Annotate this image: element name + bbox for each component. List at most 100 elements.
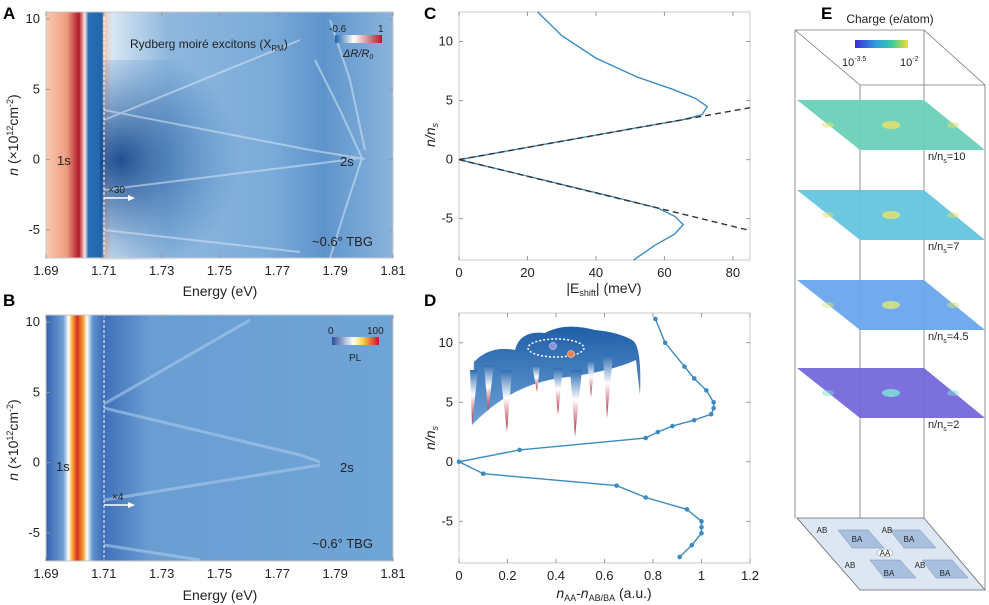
y-tick-label: 10 xyxy=(26,314,40,329)
x-tick-label: 80 xyxy=(726,265,740,280)
y-tick-label: -5 xyxy=(28,525,40,540)
panel-label-a: A xyxy=(3,4,15,23)
x-tick-label: 1.73 xyxy=(149,566,174,581)
x-tick-label: 1.71 xyxy=(91,263,116,278)
panel-b: B 0 100 PL 1s 2s ×4 ~0.6° TBG 1.69 1.71 1.… xyxy=(3,291,406,603)
layer-label-pre: n/n xyxy=(928,241,943,253)
pl-heatmap xyxy=(46,315,393,561)
data-point xyxy=(711,405,716,411)
layer-label-sub: s xyxy=(943,426,947,433)
x-axis-label-c: |Eshift| (meV) xyxy=(566,280,641,298)
charge-hotspot xyxy=(882,389,900,397)
charge-layer: n/ns=4.5 xyxy=(797,280,985,345)
y-axis-label-c: n/ns xyxy=(422,123,440,147)
x-tick-label: 1.75 xyxy=(207,566,232,581)
panel-e-title: Charge (e/atom) xyxy=(846,12,933,26)
x-axis-label-d: nAA-nAB/BA (a.u.) xyxy=(556,585,651,603)
data-point xyxy=(655,429,661,435)
x-tick-label: 1.81 xyxy=(380,566,405,581)
y-tick-label: 5 xyxy=(33,81,40,96)
panel-c: C 0 20 40 60 80 10 5 0 -5 |Eshift| (meV) n/ns xyxy=(422,4,751,298)
layer-label-pre: n/n xyxy=(928,151,943,163)
x-tick-label: 1.79 xyxy=(323,566,348,581)
arrow-head-icon-b xyxy=(128,502,135,508)
charge-hotspot xyxy=(947,390,959,396)
y-tick-label: -5 xyxy=(441,211,453,226)
data-point xyxy=(662,340,668,346)
y-axis-label-d: n/ns xyxy=(422,426,440,450)
layer-label-val: =10 xyxy=(947,151,966,163)
panel-label-b: B xyxy=(3,291,15,310)
panel-label-d: D xyxy=(424,291,436,310)
charge-hotspot xyxy=(822,122,834,128)
layer-label-val: =4.5 xyxy=(947,331,969,343)
y-tick-label: 0 xyxy=(33,152,40,167)
layer-label-pre: n/n xyxy=(928,419,943,431)
layer-label: n/ns=4.5 xyxy=(928,331,969,345)
data-point xyxy=(699,524,704,530)
y-axis-label-b: n (×1012cm-2) xyxy=(5,399,21,480)
x-tick-label: 1 xyxy=(698,568,705,583)
colorbar-e-min: 10-3.5 xyxy=(842,56,866,69)
x-tick-label: 1.77 xyxy=(265,566,290,581)
label-1s: 1s xyxy=(57,153,71,168)
layer-label: n/ns=7 xyxy=(928,241,959,255)
colorbar-e xyxy=(855,40,908,48)
data-point xyxy=(517,447,522,453)
sample-label-b: ~0.6° TBG xyxy=(312,536,373,551)
charge-layer: n/ns=2 xyxy=(797,368,985,433)
scale-note-b: ×4 xyxy=(112,492,124,503)
sample-label: ~0.6° TBG xyxy=(312,234,373,249)
x-tick-label: 1.75 xyxy=(207,263,232,278)
stacking-region-label: AB xyxy=(915,561,926,570)
stacking-region-label: BA xyxy=(904,535,915,544)
layer-label: n/ns=2 xyxy=(928,419,959,433)
y-tick-label: 5 xyxy=(33,384,40,399)
data-point xyxy=(456,459,462,465)
data-point xyxy=(704,388,709,393)
colorbar-b xyxy=(332,337,379,345)
layer-label: n/ns=10 xyxy=(928,151,965,165)
colorbar-a-max: 1 xyxy=(378,24,384,35)
x-tick-label: 20 xyxy=(520,265,534,280)
data-point xyxy=(699,530,704,536)
charge-hotspot xyxy=(822,212,834,218)
stacking-region-label: AB xyxy=(882,526,893,535)
x-axis-label-a: Energy (eV) xyxy=(183,283,258,299)
data-line xyxy=(458,11,709,261)
y-tick-label: -5 xyxy=(441,513,453,528)
x-tick-label: 1.69 xyxy=(33,566,58,581)
x-tick-label: 1.79 xyxy=(323,263,348,278)
plot-frame xyxy=(458,11,751,261)
colorbar-a-label: ΔR/R0 xyxy=(342,48,373,61)
data-point xyxy=(682,364,687,369)
y-axis-label-a: n (×1012cm-2) xyxy=(5,94,21,175)
x-tick-label: 1.71 xyxy=(91,566,116,581)
panel-d: D 0 0.2 0.4 0.6 0.8 1 1.2 10 5 0 -5 nAA-nAB/BA (a.… xyxy=(422,291,759,603)
layer-label-val: =7 xyxy=(947,241,960,253)
charge-hotspot xyxy=(947,212,959,218)
dark-region xyxy=(100,60,300,260)
data-point xyxy=(708,411,714,417)
data-point xyxy=(670,423,675,429)
layer-label-sub: s xyxy=(943,158,947,165)
charge-layer: n/ns=10 xyxy=(797,100,985,165)
x-tick-label: 0.8 xyxy=(644,568,662,583)
layer-label-sub: s xyxy=(943,338,947,345)
panel-a: A Rydberg moiré excitons (XRM) -0.6 1 ΔR… xyxy=(3,4,406,299)
label-2s-b: 2s xyxy=(340,460,354,475)
y-tick-label: 0 xyxy=(446,152,453,167)
colorbar-b-min: 0 xyxy=(328,326,334,337)
y-tick-label: 10 xyxy=(439,335,453,350)
charge-hotspot xyxy=(882,121,900,129)
data-point xyxy=(691,417,697,423)
colorbar-a xyxy=(335,35,382,43)
charge-hotspot xyxy=(947,122,959,128)
data-point xyxy=(691,376,697,381)
x-tick-label: 60 xyxy=(657,265,671,280)
x-tick-label: 0.4 xyxy=(547,568,565,583)
stacking-region-label: BA xyxy=(940,569,951,578)
x-tick-label: 1.69 xyxy=(33,263,58,278)
y-tick-label: 5 xyxy=(446,93,453,108)
